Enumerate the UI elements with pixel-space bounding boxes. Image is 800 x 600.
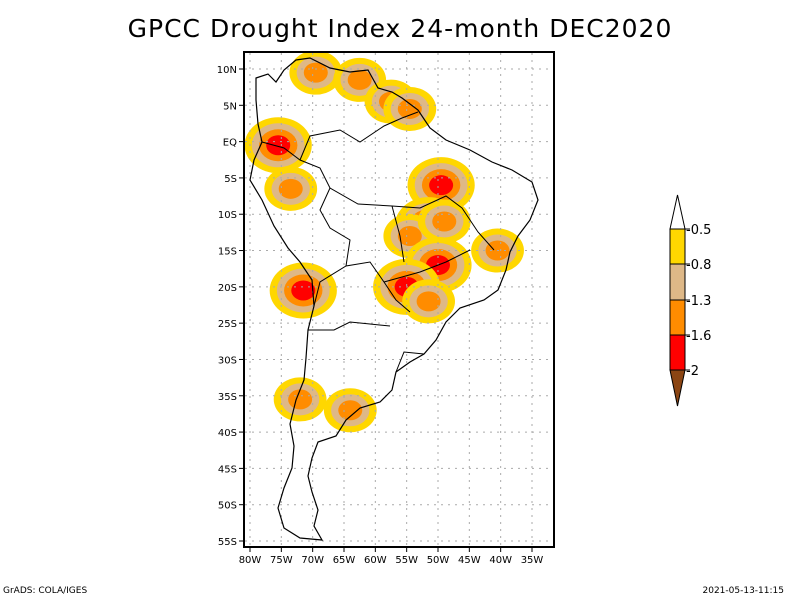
colorbar-label: -1.6 — [686, 329, 711, 344]
drought-contour — [347, 69, 372, 90]
lon-tick-label: 55W — [395, 555, 418, 566]
lat-tick-label: 5S — [224, 174, 237, 185]
lon-tick-label: 75W — [270, 555, 293, 566]
lat-tick-label: 40S — [218, 428, 237, 439]
lat-tick-label: 25S — [218, 319, 237, 330]
lat-tick-label: 30S — [218, 355, 237, 366]
colorbar-below-triangle — [669, 369, 686, 407]
lat-tick-label: 10N — [217, 65, 237, 76]
footer-timestamp: 2021-05-13-11:15 — [702, 586, 785, 596]
lat-axis: 10N 5N EQ 5S 10S 15S 20S 25S 30S 35S 40S 45S 50S 55S — [217, 65, 244, 548]
lon-tick-label: 35W — [521, 555, 544, 566]
plot-frame — [243, 51, 555, 548]
lon-tick-label: 65W — [333, 555, 356, 566]
lat-tick-label: 55S — [218, 537, 237, 548]
colorbar-label: -2 — [686, 364, 699, 379]
drought-contour — [303, 62, 328, 83]
drought-contour — [416, 291, 441, 312]
lat-tick-label: 10S — [218, 210, 237, 221]
drought-contour — [338, 400, 363, 421]
country-borders — [261, 111, 495, 373]
drought-contour — [278, 178, 303, 199]
chart-title: GPCC Drought Index 24-month DEC2020 — [127, 14, 673, 43]
lon-tick-label: 70W — [301, 555, 324, 566]
colorbar-bin-4 — [669, 334, 686, 371]
lat-tick-label: EQ — [223, 138, 237, 149]
lon-tick-label: 45W — [458, 555, 481, 566]
lat-tick-label: 35S — [218, 392, 237, 403]
drought-contour — [288, 389, 313, 410]
colorbar-bin-3 — [669, 299, 686, 336]
lon-tick-label: 40W — [489, 555, 512, 566]
drought-contour — [432, 211, 457, 232]
coastlines — [249, 57, 539, 541]
lon-tick-label: 50W — [427, 555, 450, 566]
drought-contour — [266, 135, 291, 156]
lon-tick-label: 80W — [239, 555, 262, 566]
drought-shading — [244, 52, 524, 433]
lat-tick-label: 50S — [218, 501, 237, 512]
lat-tick-label: 15S — [218, 247, 237, 258]
grid-lines — [245, 53, 553, 546]
lon-axis: 80W 75W 70W 65W 60W 55W 50W 45W 40W 35W — [239, 547, 544, 566]
colorbar-above-triangle — [669, 194, 686, 230]
drought-contour — [397, 98, 422, 119]
colorbar-bin-2 — [669, 263, 686, 301]
lon-tick-label: 60W — [364, 555, 387, 566]
drought-contour — [429, 175, 454, 196]
colorbar-label: -0.5 — [686, 223, 711, 238]
lat-tick-label: 20S — [218, 283, 237, 294]
lat-tick-label: 5N — [223, 101, 237, 112]
drought-contour — [397, 226, 422, 247]
colorbar-bin-1 — [669, 228, 686, 265]
colorbar-label: -0.8 — [686, 258, 711, 273]
colorbar-label: -1.3 — [686, 294, 711, 309]
colorbar: -0.5 -0.8 -1.3 -1.6 -2 — [669, 194, 711, 407]
lat-tick-label: 45S — [218, 464, 237, 475]
drought-contour — [291, 280, 316, 301]
footer-credit: GrADS: COLA/IGES — [3, 586, 88, 596]
